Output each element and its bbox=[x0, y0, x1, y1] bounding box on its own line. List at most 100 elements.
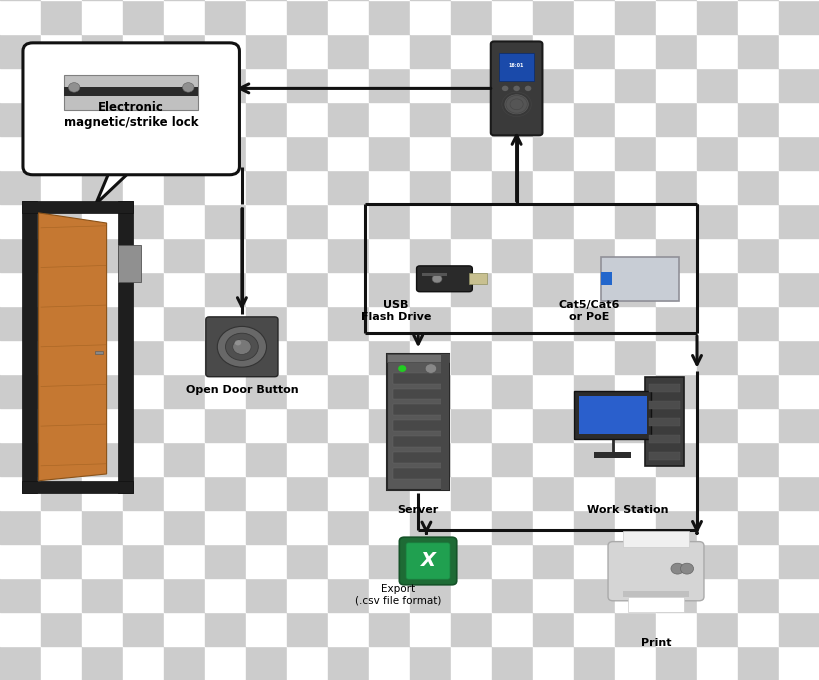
Bar bbox=[655, 442, 696, 476]
Bar bbox=[737, 612, 778, 646]
Bar bbox=[0, 544, 41, 578]
Bar bbox=[123, 374, 164, 408]
Bar bbox=[491, 476, 532, 510]
Bar bbox=[287, 170, 328, 204]
Bar bbox=[737, 170, 778, 204]
Bar bbox=[532, 442, 573, 476]
Bar bbox=[41, 510, 82, 544]
Bar bbox=[205, 204, 246, 238]
Bar bbox=[737, 238, 778, 272]
Bar bbox=[532, 646, 573, 680]
Bar bbox=[648, 384, 679, 392]
FancyBboxPatch shape bbox=[499, 53, 533, 82]
Bar bbox=[41, 544, 82, 578]
Bar bbox=[696, 578, 737, 612]
Bar bbox=[778, 408, 819, 442]
Bar bbox=[164, 646, 205, 680]
Bar bbox=[614, 170, 655, 204]
FancyBboxPatch shape bbox=[64, 75, 198, 110]
Bar bbox=[164, 238, 205, 272]
Bar bbox=[737, 442, 778, 476]
Circle shape bbox=[504, 94, 528, 115]
FancyBboxPatch shape bbox=[416, 266, 472, 292]
Bar bbox=[246, 646, 287, 680]
Bar bbox=[532, 374, 573, 408]
Circle shape bbox=[398, 365, 406, 372]
Bar bbox=[532, 238, 573, 272]
Bar bbox=[328, 612, 369, 646]
Bar bbox=[82, 442, 123, 476]
Bar bbox=[287, 544, 328, 578]
Bar bbox=[41, 476, 82, 510]
Bar bbox=[205, 272, 246, 306]
Bar bbox=[737, 510, 778, 544]
Bar bbox=[164, 374, 205, 408]
Bar bbox=[655, 544, 696, 578]
Bar bbox=[737, 306, 778, 340]
Bar bbox=[696, 340, 737, 374]
Bar bbox=[450, 442, 491, 476]
Bar bbox=[410, 340, 450, 374]
Bar bbox=[328, 340, 369, 374]
Bar bbox=[369, 578, 410, 612]
Bar bbox=[696, 646, 737, 680]
Bar bbox=[450, 306, 491, 340]
Bar bbox=[655, 136, 696, 170]
Bar bbox=[164, 408, 205, 442]
Bar bbox=[41, 612, 82, 646]
Bar bbox=[573, 170, 614, 204]
Bar bbox=[778, 204, 819, 238]
Bar bbox=[614, 612, 655, 646]
Bar bbox=[41, 272, 82, 306]
Bar bbox=[246, 238, 287, 272]
Bar bbox=[450, 612, 491, 646]
Bar bbox=[41, 306, 82, 340]
Bar bbox=[123, 102, 164, 136]
Bar bbox=[246, 510, 287, 544]
FancyBboxPatch shape bbox=[399, 537, 456, 585]
Bar bbox=[696, 170, 737, 204]
Bar bbox=[41, 408, 82, 442]
Bar bbox=[164, 476, 205, 510]
Bar bbox=[246, 374, 287, 408]
Bar bbox=[614, 238, 655, 272]
Bar bbox=[0, 646, 41, 680]
Bar bbox=[41, 646, 82, 680]
FancyBboxPatch shape bbox=[405, 543, 450, 579]
Bar bbox=[778, 306, 819, 340]
Bar bbox=[737, 136, 778, 170]
Bar bbox=[82, 340, 123, 374]
Bar bbox=[205, 34, 246, 68]
Bar bbox=[369, 306, 410, 340]
Circle shape bbox=[233, 339, 251, 354]
Bar bbox=[287, 0, 328, 34]
Bar bbox=[246, 0, 287, 34]
Bar bbox=[655, 510, 696, 544]
Bar bbox=[737, 408, 778, 442]
Bar bbox=[118, 245, 141, 282]
Bar bbox=[410, 68, 450, 102]
Bar bbox=[573, 0, 614, 34]
Bar bbox=[410, 272, 450, 306]
Bar bbox=[246, 476, 287, 510]
Bar bbox=[778, 170, 819, 204]
Circle shape bbox=[217, 326, 266, 367]
Bar bbox=[123, 578, 164, 612]
Bar bbox=[491, 442, 532, 476]
Bar bbox=[737, 340, 778, 374]
Bar bbox=[696, 272, 737, 306]
Bar bbox=[246, 68, 287, 102]
Bar bbox=[655, 170, 696, 204]
Bar bbox=[205, 476, 246, 510]
Bar bbox=[287, 408, 328, 442]
Bar bbox=[164, 612, 205, 646]
Bar bbox=[450, 238, 491, 272]
Bar bbox=[82, 374, 123, 408]
Bar bbox=[737, 68, 778, 102]
Bar bbox=[82, 0, 123, 34]
Bar bbox=[491, 170, 532, 204]
Bar bbox=[737, 476, 778, 510]
Bar bbox=[532, 136, 573, 170]
Bar bbox=[737, 204, 778, 238]
Bar bbox=[41, 442, 82, 476]
